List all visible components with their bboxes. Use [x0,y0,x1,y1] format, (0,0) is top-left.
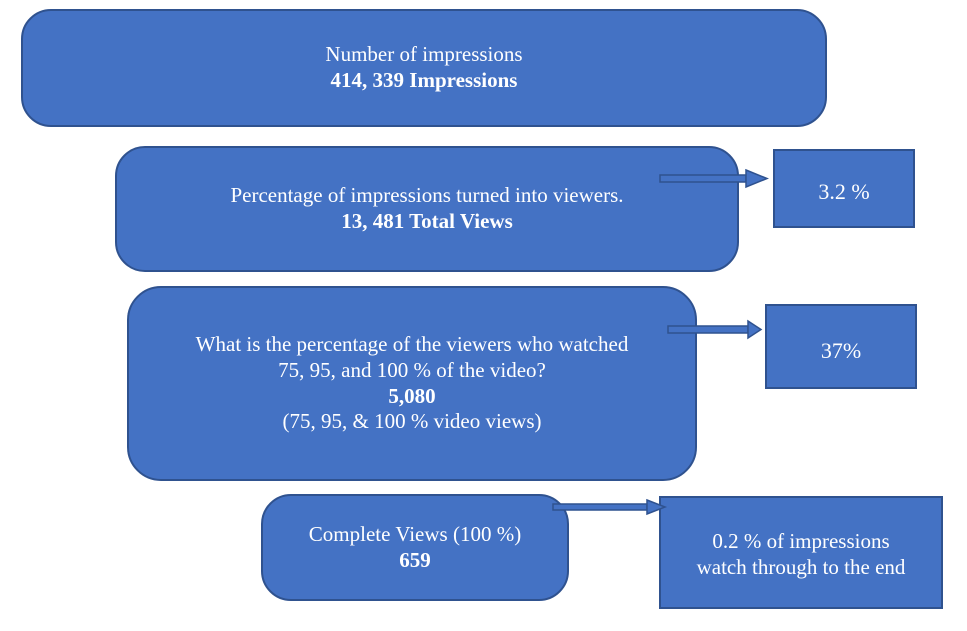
viewers-box: Percentage of impressions turned into vi… [115,146,739,272]
complete-views-count: 659 [399,547,431,572]
watched-box: What is the percentage of the viewers wh… [127,286,697,481]
impressions-label: Number of impressions [325,42,523,67]
viewers-percentage-value: 3.2 % [818,179,870,204]
arrow-complete [552,498,668,516]
viewers-label: Percentage of impressions turned into vi… [230,183,624,208]
complete-percentage-box: 0.2 % of impressions watch through to th… [659,496,943,609]
complete-percentage-line1: 0.2 % of impressions [712,528,890,553]
complete-percentage-line2: watch through to the end [696,554,906,579]
complete-views-label: Complete Views (100 %) [308,521,522,546]
impressions-count: 414, 339 Impressions [330,68,518,92]
viewers-percentage-box: 3.2 % [773,149,915,228]
watched-note: (75, 95, & 100 % video views) [282,409,542,434]
watched-question-line1: What is the percentage of the viewers wh… [195,332,629,357]
impressions-box: Number of impressions 414, 339 Impressio… [21,9,827,127]
watched-percentage-box: 37% [765,304,917,389]
watched-count: 5,080 [388,383,436,408]
watched-percentage-value: 37% [820,338,862,363]
complete-views-box: Complete Views (100 %) 659 [261,494,569,601]
watched-question-line2: 75, 95, and 100 % of the video? [278,357,546,382]
total-views-count: 13, 481 Total Views [341,209,513,233]
